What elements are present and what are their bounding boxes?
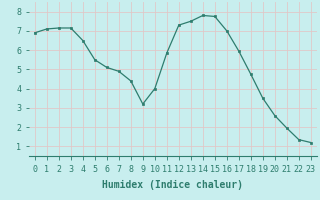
X-axis label: Humidex (Indice chaleur): Humidex (Indice chaleur) (102, 180, 243, 190)
